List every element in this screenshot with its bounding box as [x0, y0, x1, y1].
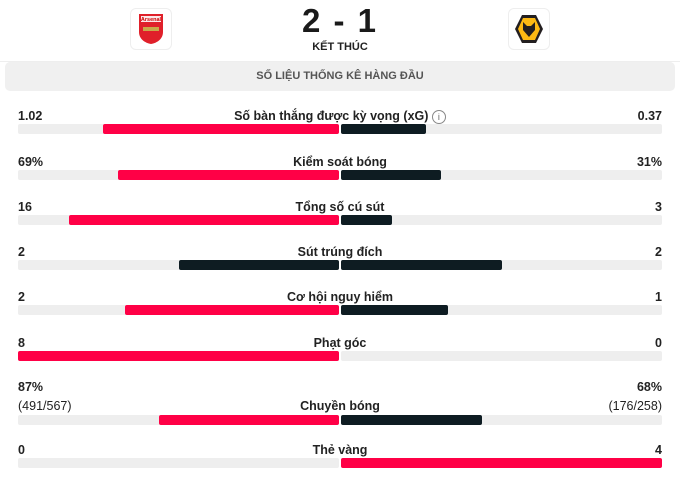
stat-row: 2 Cơ hội nguy hiểm 1	[0, 290, 680, 330]
section-tab-top-stats[interactable]: SỐ LIỆU THỐNG KÊ HÀNG ĐẦU	[5, 62, 675, 91]
home-stat-bar-track	[18, 170, 339, 180]
home-stat-value: 87%	[18, 380, 44, 394]
away-stat-value: 0.37	[637, 109, 662, 123]
away-stat-bar-track	[341, 215, 662, 225]
away-stat-value: 4	[655, 443, 662, 457]
home-stat-bar	[125, 305, 339, 315]
stat-row: 8 Phạt góc 0	[0, 336, 680, 376]
stat-label: Kiểm soát bóng	[0, 155, 680, 169]
stat-label: Số bàn thắng được kỳ vọng (xG) i	[0, 109, 680, 124]
away-stat-bar-track	[341, 458, 662, 468]
away-stat-bar	[341, 305, 448, 315]
away-stat-bar-track	[341, 415, 662, 425]
home-stat-bar-track	[18, 124, 339, 134]
away-team-logo[interactable]	[508, 8, 550, 50]
home-stat-bar-track	[18, 305, 339, 315]
stat-label: Cơ hội nguy hiểm	[0, 290, 680, 304]
home-stat-bar	[68, 215, 339, 225]
home-stat-bar-track	[18, 215, 339, 225]
stat-row: 2 Sút trúng đích 2	[0, 245, 680, 285]
home-stat-value: 0	[18, 443, 25, 457]
stat-row: 0 Thẻ vàng 4	[0, 443, 680, 483]
stat-label-text: Thẻ vàng	[312, 443, 368, 457]
wolves-crest-icon	[515, 15, 543, 43]
away-stat-value: 68%	[636, 380, 662, 394]
home-stat-bar-track	[18, 415, 339, 425]
away-stat-value: 2	[655, 245, 662, 259]
away-stat-bar	[341, 215, 392, 225]
stat-label: Chuyền bóng	[0, 399, 680, 413]
away-stat-value: 0	[655, 336, 662, 350]
stat-label: Thẻ vàng	[0, 443, 680, 457]
stat-label-text: Kiểm soát bóng	[293, 155, 387, 169]
away-stat-bar-track	[341, 351, 662, 361]
away-stat-bar-track	[341, 260, 662, 270]
away-stat-bar	[341, 415, 482, 425]
stat-label: Sút trúng đích	[0, 245, 680, 259]
away-stat-bar-track	[341, 305, 662, 315]
away-stat-bar	[341, 124, 427, 134]
away-stat-bar	[341, 458, 662, 468]
home-stat-bar-track	[18, 458, 339, 468]
home-stat-value: 2	[18, 290, 25, 304]
stat-row: 1.02 Số bàn thắng được kỳ vọng (xG) i 0.37	[0, 109, 680, 149]
stat-label-text: Số bàn thắng được kỳ vọng (xG)	[234, 109, 429, 123]
stat-row: 87% (491/567) (176/258) Chuyền bóng 68%	[0, 380, 680, 425]
home-stat-value: 69%	[18, 155, 44, 169]
away-stat-bar	[341, 170, 441, 180]
stat-label-text: Chuyền bóng	[300, 399, 380, 413]
home-team-name: Arsenal	[141, 17, 162, 23]
home-stat-value: 1.02	[18, 109, 43, 123]
divider	[0, 61, 680, 62]
arsenal-crest-icon: Arsenal	[139, 14, 163, 44]
stat-row: 16 Tổng số cú sút 3	[0, 200, 680, 240]
info-icon[interactable]: i	[431, 110, 446, 124]
home-stat-bar	[117, 170, 339, 180]
stat-label-text: Cơ hội nguy hiểm	[286, 290, 394, 304]
stat-label-text: Phạt góc	[313, 336, 367, 350]
away-stat-value: 31%	[636, 155, 662, 169]
away-stat-value: 3	[655, 200, 662, 214]
home-stat-value: 2	[18, 245, 25, 259]
home-stat-value: 16	[18, 200, 32, 214]
home-stat-bar	[18, 351, 339, 361]
home-stat-bar	[158, 415, 339, 425]
home-team-logo[interactable]: Arsenal	[130, 8, 172, 50]
away-stat-detail: (176/258)	[608, 399, 662, 413]
away-stat-bar-track	[341, 170, 662, 180]
home-stat-bar-track	[18, 260, 339, 270]
home-stat-detail: (491/567)	[18, 399, 72, 413]
stat-label-text: Sút trúng đích	[297, 245, 383, 259]
stat-label: Tổng số cú sút	[0, 200, 680, 214]
away-stat-bar-track	[341, 124, 662, 134]
away-stat-bar	[341, 260, 502, 270]
away-stat-value: 1	[655, 290, 662, 304]
stat-label-text: Tổng số cú sút	[295, 200, 385, 214]
home-stat-bar	[178, 260, 339, 270]
home-stat-bar-track	[18, 351, 339, 361]
stat-row: 69% Kiểm soát bóng 31%	[0, 155, 680, 195]
match-score: 2 - 1	[301, 2, 379, 39]
match-status: KẾT THÚC	[312, 41, 368, 53]
home-stat-bar	[103, 124, 339, 134]
stat-label: Phạt góc	[0, 336, 680, 350]
home-stat-value: 8	[18, 336, 25, 350]
